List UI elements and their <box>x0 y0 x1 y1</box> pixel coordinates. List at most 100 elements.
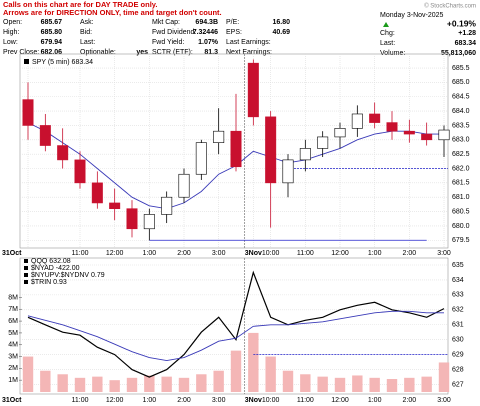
y2-tick-label: 4M <box>8 342 18 349</box>
field-value: 694.3B <box>195 19 218 26</box>
candle-body <box>265 116 277 184</box>
y-tick-label: 631 <box>452 322 464 329</box>
y-tick-label: 633 <box>452 292 464 299</box>
field-label: Open: <box>3 19 22 26</box>
candle-body <box>247 62 259 118</box>
y2-tick-label: 8M <box>8 294 18 301</box>
candle-body <box>403 130 415 135</box>
volume-bar <box>265 356 276 392</box>
field-value: +1.28 <box>458 30 476 37</box>
x-tick-label: 3:00 <box>437 397 451 404</box>
volume-bar <box>22 356 34 392</box>
legend: $NYUPV:$NYDNV 0.79 <box>31 272 105 279</box>
x-tick-label: 3Nov <box>245 250 262 257</box>
x-tick-label: 2:00 <box>403 397 417 404</box>
x-tick-label: 3:00 <box>212 397 226 404</box>
field-value: 81.3 <box>204 49 218 56</box>
volume-bar <box>369 377 380 392</box>
field-label: Prev Close: <box>3 49 39 56</box>
x-tick-label: 3Nov <box>245 397 262 404</box>
field-label: High: <box>3 29 19 36</box>
field-value: yes <box>136 49 148 56</box>
field-label: EPS: <box>226 29 242 36</box>
candle-body <box>39 125 51 146</box>
volume-bar <box>300 374 311 392</box>
volume-bar <box>438 362 450 392</box>
field-value: 40.69 <box>272 29 290 36</box>
x-tick-label: 12:00 <box>106 397 124 404</box>
candle-body <box>334 128 346 138</box>
series-line <box>27 270 445 378</box>
volume-bar <box>352 375 363 392</box>
y-tick-label: 630 <box>452 337 464 344</box>
candle-body <box>143 214 155 230</box>
field-label: Fwd Yield: <box>152 39 184 46</box>
panel-frame <box>19 53 449 249</box>
volume-bar <box>196 374 207 392</box>
candle-body <box>178 173 190 198</box>
y2-tick-label: 6M <box>8 318 18 325</box>
y-tick-label: 682.5 <box>452 151 470 158</box>
y-tick-label: 683.0 <box>452 137 470 144</box>
field-value: 683.34 <box>455 40 477 47</box>
field-label: Last: <box>380 40 395 47</box>
field-label: Mkt Cap: <box>152 19 180 26</box>
volume-bar <box>178 377 190 392</box>
volume-bar <box>144 375 155 392</box>
field-value: 16.80 <box>272 19 290 26</box>
volume-bar <box>404 377 415 392</box>
x-tick-label: 2:00 <box>177 250 191 257</box>
field-label: Bid: <box>80 29 92 36</box>
y-tick-label: 684.0 <box>452 108 470 115</box>
field-value: 685.67 <box>41 19 63 26</box>
x-tick-label: 31Oct <box>2 250 22 257</box>
field-value: 55,813,060 <box>441 50 476 57</box>
series-line <box>27 310 444 362</box>
x-tick-label: 1:00 <box>368 397 382 404</box>
y-tick-label: 685.0 <box>452 79 470 86</box>
y-tick-label: 684.5 <box>452 94 470 101</box>
field-label: Next Earnings: <box>226 49 272 56</box>
y2-tick-label: 1M <box>8 377 18 384</box>
volume-bar <box>40 370 51 392</box>
legend-swatch <box>24 59 29 64</box>
field-label: P/E: <box>226 19 239 26</box>
x-tick-label: 10:00 <box>262 397 280 404</box>
y2-tick-label: 2M <box>8 365 18 372</box>
y-tick-label: 680.5 <box>452 208 470 215</box>
field-value: 7.32446 <box>193 29 218 36</box>
y-tick-label: 681.0 <box>452 194 470 201</box>
volume-bar <box>386 379 398 392</box>
y-tick-label: 629 <box>452 351 464 358</box>
x-tick-label: 12:00 <box>106 250 124 257</box>
x-tick-label: 11:00 <box>297 397 314 404</box>
date: Monday 3-Nov-2025 <box>380 12 444 19</box>
legend: QQQ 632.08 <box>31 258 71 265</box>
candle-body <box>161 196 173 215</box>
field-label: Last: <box>80 39 95 46</box>
legend: $NYAD -422.00 <box>31 265 80 272</box>
candle-body <box>369 113 381 123</box>
y-tick-label: 683.5 <box>452 122 470 129</box>
volume-bar <box>230 350 242 392</box>
volume-bar <box>109 380 120 392</box>
x-tick-label: 2:00 <box>403 250 417 257</box>
candle-body <box>282 159 294 184</box>
y-tick-label: 681.5 <box>452 180 470 187</box>
candle-body <box>195 142 207 175</box>
field-value: 679.94 <box>41 39 63 46</box>
candle-body <box>386 122 398 132</box>
volume-bar <box>92 376 103 392</box>
volume-bar <box>57 374 68 392</box>
volume-bar <box>161 376 172 392</box>
x-tick-label: 2:00 <box>177 397 191 404</box>
pct-change: +0.19% <box>447 18 477 28</box>
candle-body <box>351 113 363 129</box>
candle-body <box>126 208 138 230</box>
legend: $TRIN 0.93 <box>31 279 67 286</box>
field-label: Volume: <box>380 50 405 57</box>
candle-body <box>213 130 225 143</box>
x-tick-label: 11:00 <box>297 250 314 257</box>
volume-bar <box>74 377 86 392</box>
